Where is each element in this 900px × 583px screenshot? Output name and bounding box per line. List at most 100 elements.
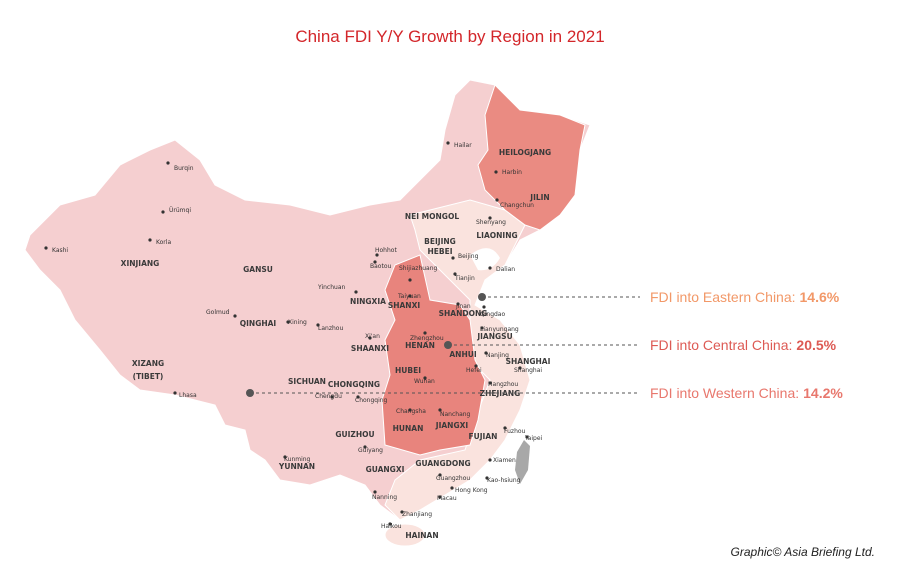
province-label: XINJIANG <box>121 259 160 268</box>
callout-dot <box>246 389 254 397</box>
province-label: SICHUAN <box>288 377 326 386</box>
city-label: Changchun <box>500 202 534 209</box>
city-label: Zhengzhou <box>410 335 444 342</box>
callout-label: FDI into Eastern China: <box>650 289 796 305</box>
city-label: Xining <box>288 319 307 326</box>
hainan-island <box>384 523 426 547</box>
city-dot <box>474 364 478 368</box>
city-label: Hong Kong <box>455 487 488 494</box>
city-label: Lianyungang <box>480 326 519 333</box>
city-label: Shenyang <box>476 219 506 226</box>
city-label: Tianjin <box>454 275 475 282</box>
city-dot <box>488 216 492 220</box>
callout-label: FDI into Western China: <box>650 385 799 401</box>
city-dot <box>453 272 457 276</box>
city-dot <box>373 490 377 494</box>
city-dot <box>408 294 412 298</box>
city-label: Chongqing <box>355 397 388 404</box>
callout-value: 14.6% <box>800 289 840 305</box>
callouts: FDI into Eastern China: 14.6% FDI into Cen… <box>246 289 843 401</box>
city-dot <box>283 455 287 459</box>
city-dot <box>488 381 492 385</box>
city-label: Dalian <box>496 266 515 273</box>
city-label: Shanghai <box>514 367 542 374</box>
city-label: Qingdao <box>480 311 505 318</box>
city-label: Hefei <box>466 367 482 374</box>
city-dot <box>375 253 379 257</box>
city-label: Kashi <box>52 247 68 254</box>
province-label: CHONGQING <box>328 380 380 389</box>
city-dot <box>484 351 488 355</box>
province-label: HAINAN <box>405 531 438 540</box>
city-dot <box>173 391 177 395</box>
city-dot <box>354 290 358 294</box>
city-label: Burqin <box>174 165 194 172</box>
province-label: BEIJING <box>424 237 456 246</box>
city-label: Kunming <box>284 456 311 463</box>
city-label: Ürümqi <box>169 207 191 214</box>
city-label: Zhanjiang <box>402 511 432 518</box>
city-dot <box>400 510 404 514</box>
city-label: Macau <box>437 495 457 502</box>
city-dot <box>148 238 152 242</box>
city-dot <box>438 473 442 477</box>
city-dot <box>44 246 48 250</box>
land <box>24 79 591 547</box>
province-label: XIZANG <box>132 359 164 368</box>
province-label: JIANGSU <box>476 332 512 341</box>
central-region <box>381 254 486 456</box>
province-label: NINGXIA <box>350 297 386 306</box>
province-label: HENAN <box>405 341 435 350</box>
city-dot <box>482 305 486 309</box>
city-label: Wuhan <box>414 378 435 385</box>
credit: Graphic© Asia Briefing Ltd. <box>731 545 875 559</box>
province-label: HEILOGJANG <box>499 148 551 157</box>
city-label: Beijing <box>458 253 479 260</box>
province-label: QINGHAI <box>240 319 277 328</box>
province-label: GUANGXI <box>366 465 405 474</box>
city-dot <box>494 170 498 174</box>
callout-text: FDI into Western China: 14.2% <box>650 385 843 401</box>
city-dot <box>518 366 522 370</box>
bohai-sea <box>470 248 500 271</box>
province-label: ZHEJIANG <box>480 389 521 398</box>
city-dot <box>166 161 170 165</box>
city-dot <box>363 445 367 449</box>
province-label: SHANGHAI <box>506 357 551 366</box>
callout-dot <box>478 293 486 301</box>
city-dot <box>525 435 529 439</box>
city-dot <box>368 336 372 340</box>
province-label: GANSU <box>243 265 273 274</box>
city-dot <box>330 395 334 399</box>
callout-value: 14.2% <box>803 385 843 401</box>
city-label: Lanzhou <box>318 325 343 332</box>
city-label: Nanchang <box>440 411 471 418</box>
labels: HEILOGJANG JILIN LIAONING NEI MONGOL XINJIAN… <box>44 141 551 540</box>
city-label: Nanjing <box>486 352 509 359</box>
city-dot <box>488 458 492 462</box>
city-dot <box>408 278 412 282</box>
province-label: SHAANXI <box>351 344 389 353</box>
province-label: FUJIAN <box>469 432 498 441</box>
city-dot <box>423 331 427 335</box>
city-dot <box>356 395 360 399</box>
city-dot <box>485 476 489 480</box>
province-label: GUIZHOU <box>335 430 374 439</box>
city-dot <box>480 326 484 330</box>
city-label: Guangzhou <box>436 475 470 482</box>
city-dot <box>316 323 320 327</box>
callout-value: 20.5% <box>796 337 836 353</box>
province-label: JILIN <box>529 193 549 202</box>
province-label: HUBEI <box>395 366 421 375</box>
city-dot <box>450 486 454 490</box>
callout-text: FDI into Central China: 20.5% <box>650 337 837 353</box>
city-label: Yinchuan <box>317 284 346 291</box>
city-dot <box>388 522 392 526</box>
city-label: Xiamen <box>493 457 516 464</box>
callout-label: FDI into Central China: <box>650 337 792 353</box>
city-dot <box>503 426 507 430</box>
city-label: Hailar <box>454 142 472 149</box>
city-label: Kao-hsiung <box>487 477 521 484</box>
city-label: Hohhot <box>375 247 397 254</box>
